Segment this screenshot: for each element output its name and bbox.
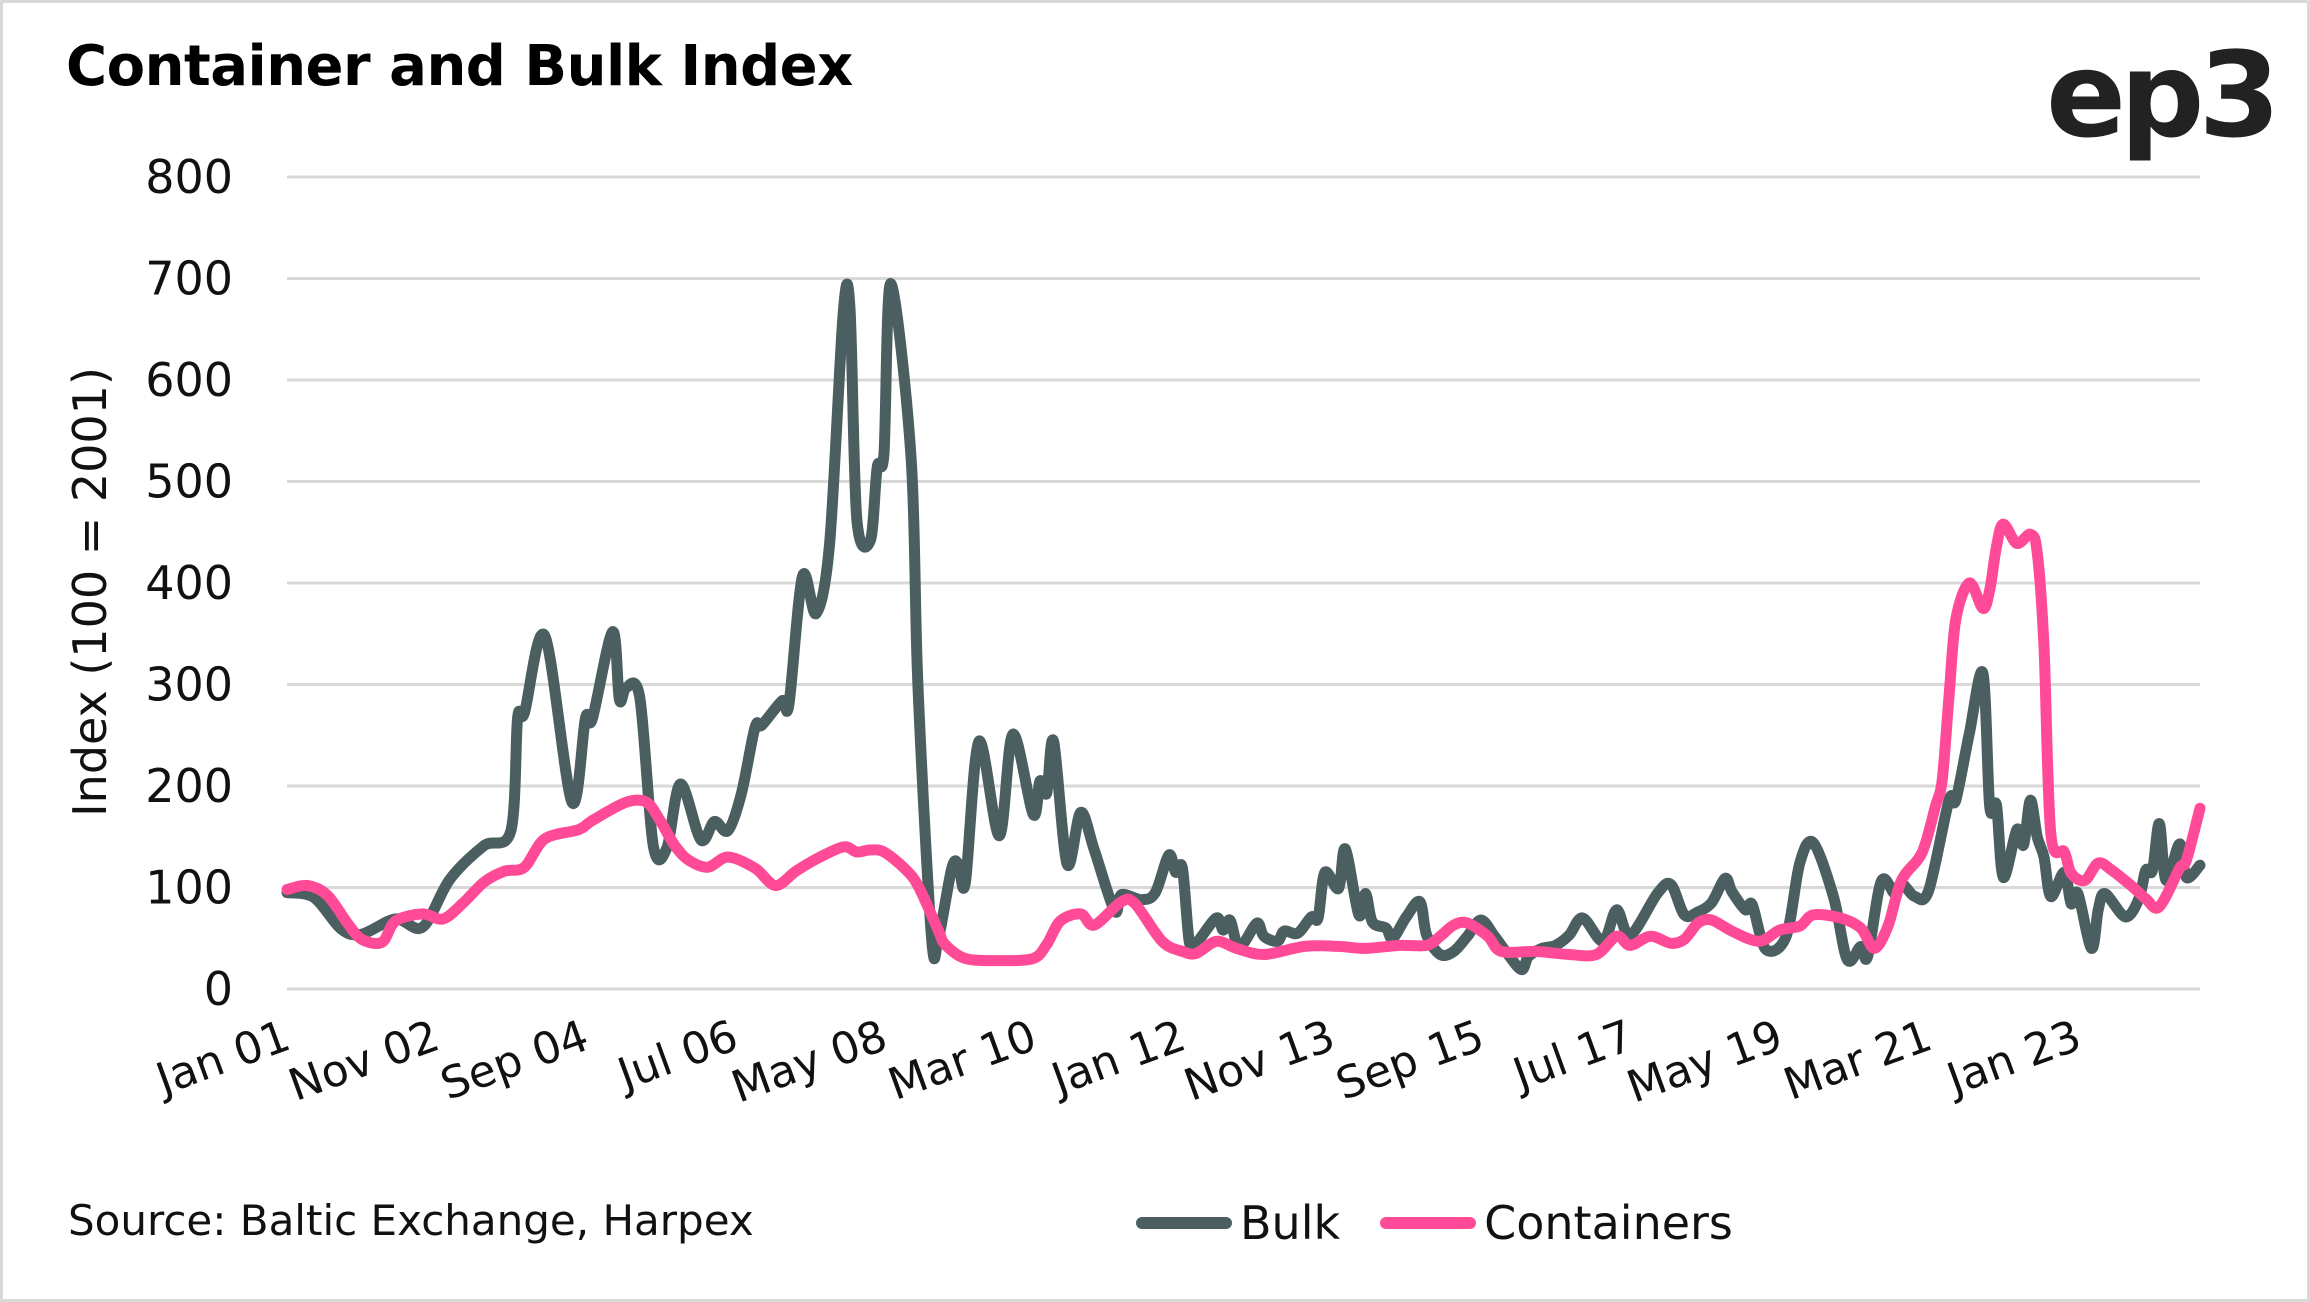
legend-label-bulk: Bulk bbox=[1240, 1196, 1341, 1250]
x-tick-label: Nov 02 bbox=[282, 1010, 446, 1111]
series-line-bulk bbox=[281, 278, 2206, 976]
y-tick-label: 800 bbox=[145, 150, 233, 204]
y-tick-label: 500 bbox=[145, 455, 233, 509]
x-tick-label: May 19 bbox=[1620, 1010, 1789, 1113]
series-lines bbox=[281, 278, 2206, 976]
x-tick-label: Jan 23 bbox=[1938, 1010, 2088, 1106]
x-tick-label: Sep 04 bbox=[434, 1010, 595, 1110]
y-tick-label: 100 bbox=[145, 861, 233, 915]
ep3-logo: ep3 bbox=[2046, 26, 2281, 164]
legend-swatch-bulk bbox=[1136, 1217, 1232, 1229]
legend-item-containers: Containers bbox=[1380, 1196, 1733, 1250]
x-tick-label: Jan 12 bbox=[1042, 1010, 1192, 1106]
x-tick-label: Mar 10 bbox=[882, 1010, 1043, 1110]
source-note: Source: Baltic Exchange, Harpex bbox=[68, 1196, 754, 1245]
y-tick-label: 400 bbox=[145, 556, 233, 610]
y-axis-ticks: 0 100 200 300 400 500 600 700 800 bbox=[145, 150, 233, 1016]
legend-label-containers: Containers bbox=[1484, 1196, 1733, 1250]
x-tick-label: Jan 01 bbox=[147, 1010, 297, 1106]
legend-item-bulk: Bulk bbox=[1136, 1196, 1340, 1250]
x-tick-label: Mar 21 bbox=[1777, 1010, 1938, 1110]
x-tick-label: Jul 06 bbox=[609, 1010, 745, 1101]
x-tick-label: Nov 13 bbox=[1178, 1010, 1342, 1111]
y-axis-label: Index (100 = 2001) bbox=[63, 367, 117, 817]
chart-title: Container and Bulk Index bbox=[66, 34, 853, 99]
y-tick-label: 300 bbox=[145, 658, 233, 712]
legend-swatch-containers bbox=[1380, 1217, 1477, 1229]
y-tick-label: 0 bbox=[204, 962, 233, 1016]
x-tick-label: Jul 17 bbox=[1504, 1010, 1640, 1101]
y-tick-label: 200 bbox=[145, 759, 233, 813]
x-tick-label: May 08 bbox=[725, 1010, 894, 1113]
series-line-containers bbox=[281, 518, 2206, 967]
gridlines bbox=[287, 175, 2200, 991]
y-tick-label: 700 bbox=[145, 252, 233, 306]
x-tick-label: Sep 15 bbox=[1330, 1010, 1491, 1110]
legend: Bulk Containers bbox=[1136, 1196, 1773, 1250]
y-tick-label: 600 bbox=[145, 353, 233, 407]
